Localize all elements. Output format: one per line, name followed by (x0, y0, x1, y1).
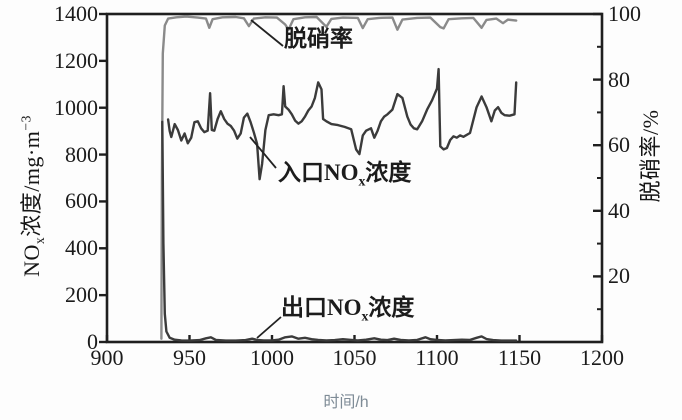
left-axis-title: NOx浓度/mg·m−3 (14, 115, 48, 277)
annotation-outlet-prefix: 出口NO (281, 295, 362, 320)
x-axis-title: 时间/h (323, 394, 369, 411)
left-axis-tick-label: 0 (87, 329, 98, 354)
x-axis-tick-label: 1200 (580, 345, 624, 370)
x-axis-tick-label: 1150 (497, 345, 542, 370)
left-axis-tick-label: 800 (65, 141, 98, 167)
annotation-inlet-nox: 入口NOx浓度 (278, 160, 411, 195)
x-axis-tick-label: 950 (173, 345, 206, 370)
denitration-rate-line (160, 15, 518, 340)
right-axis-title: 脱硝率/% (638, 109, 663, 203)
left-axis-title-subscript: x (32, 236, 48, 245)
left-axis-title-mid: 浓度/mg·m (18, 130, 44, 237)
right-axis-tick-label: 40 (608, 197, 630, 223)
pointer-line-denitration (250, 19, 284, 47)
annotation-inlet-subscript: x (358, 173, 366, 189)
annotation-outlet-nox: 出口NOx浓度 (281, 295, 414, 330)
outlet-nox-line (161, 120, 518, 342)
annotation-denitration-rate: 脱硝率 (284, 26, 353, 51)
left-axis-tick-label: 1400 (54, 1, 98, 26)
left-axis-tick-label: 200 (65, 282, 98, 308)
left-axis-tick-label: 400 (65, 235, 98, 261)
right-axis-tick-label: 20 (608, 263, 630, 289)
left-axis-title-superscript: −3 (18, 115, 34, 131)
x-axis-tick-label: 1000 (250, 345, 294, 370)
annotation-outlet-suffix: 浓度 (368, 295, 415, 320)
right-axis-tick-label: 60 (608, 132, 630, 158)
left-axis-title-prefix: NO (18, 244, 44, 277)
right-axis-tick-label: 80 (608, 66, 630, 92)
right-axis-tick-label: 100 (608, 1, 641, 26)
annotation-outlet-subscript: x (361, 308, 369, 324)
left-axis-tick-label: 600 (65, 188, 98, 214)
x-axis-tick-label: 1100 (415, 345, 459, 370)
left-axis-tick-label: 1200 (54, 47, 98, 73)
annotation-inlet-prefix: 入口NO (278, 160, 359, 185)
inlet-nox-line (166, 67, 518, 181)
annotation-inlet-suffix: 浓度 (365, 160, 412, 185)
left-axis-tick-label: 1000 (54, 94, 98, 120)
pointer-line-outlet (256, 316, 282, 339)
x-axis-tick-label: 1050 (332, 345, 377, 370)
x-axis-tick-label: 900 (90, 345, 124, 370)
pointer-line-inlet (249, 136, 277, 169)
